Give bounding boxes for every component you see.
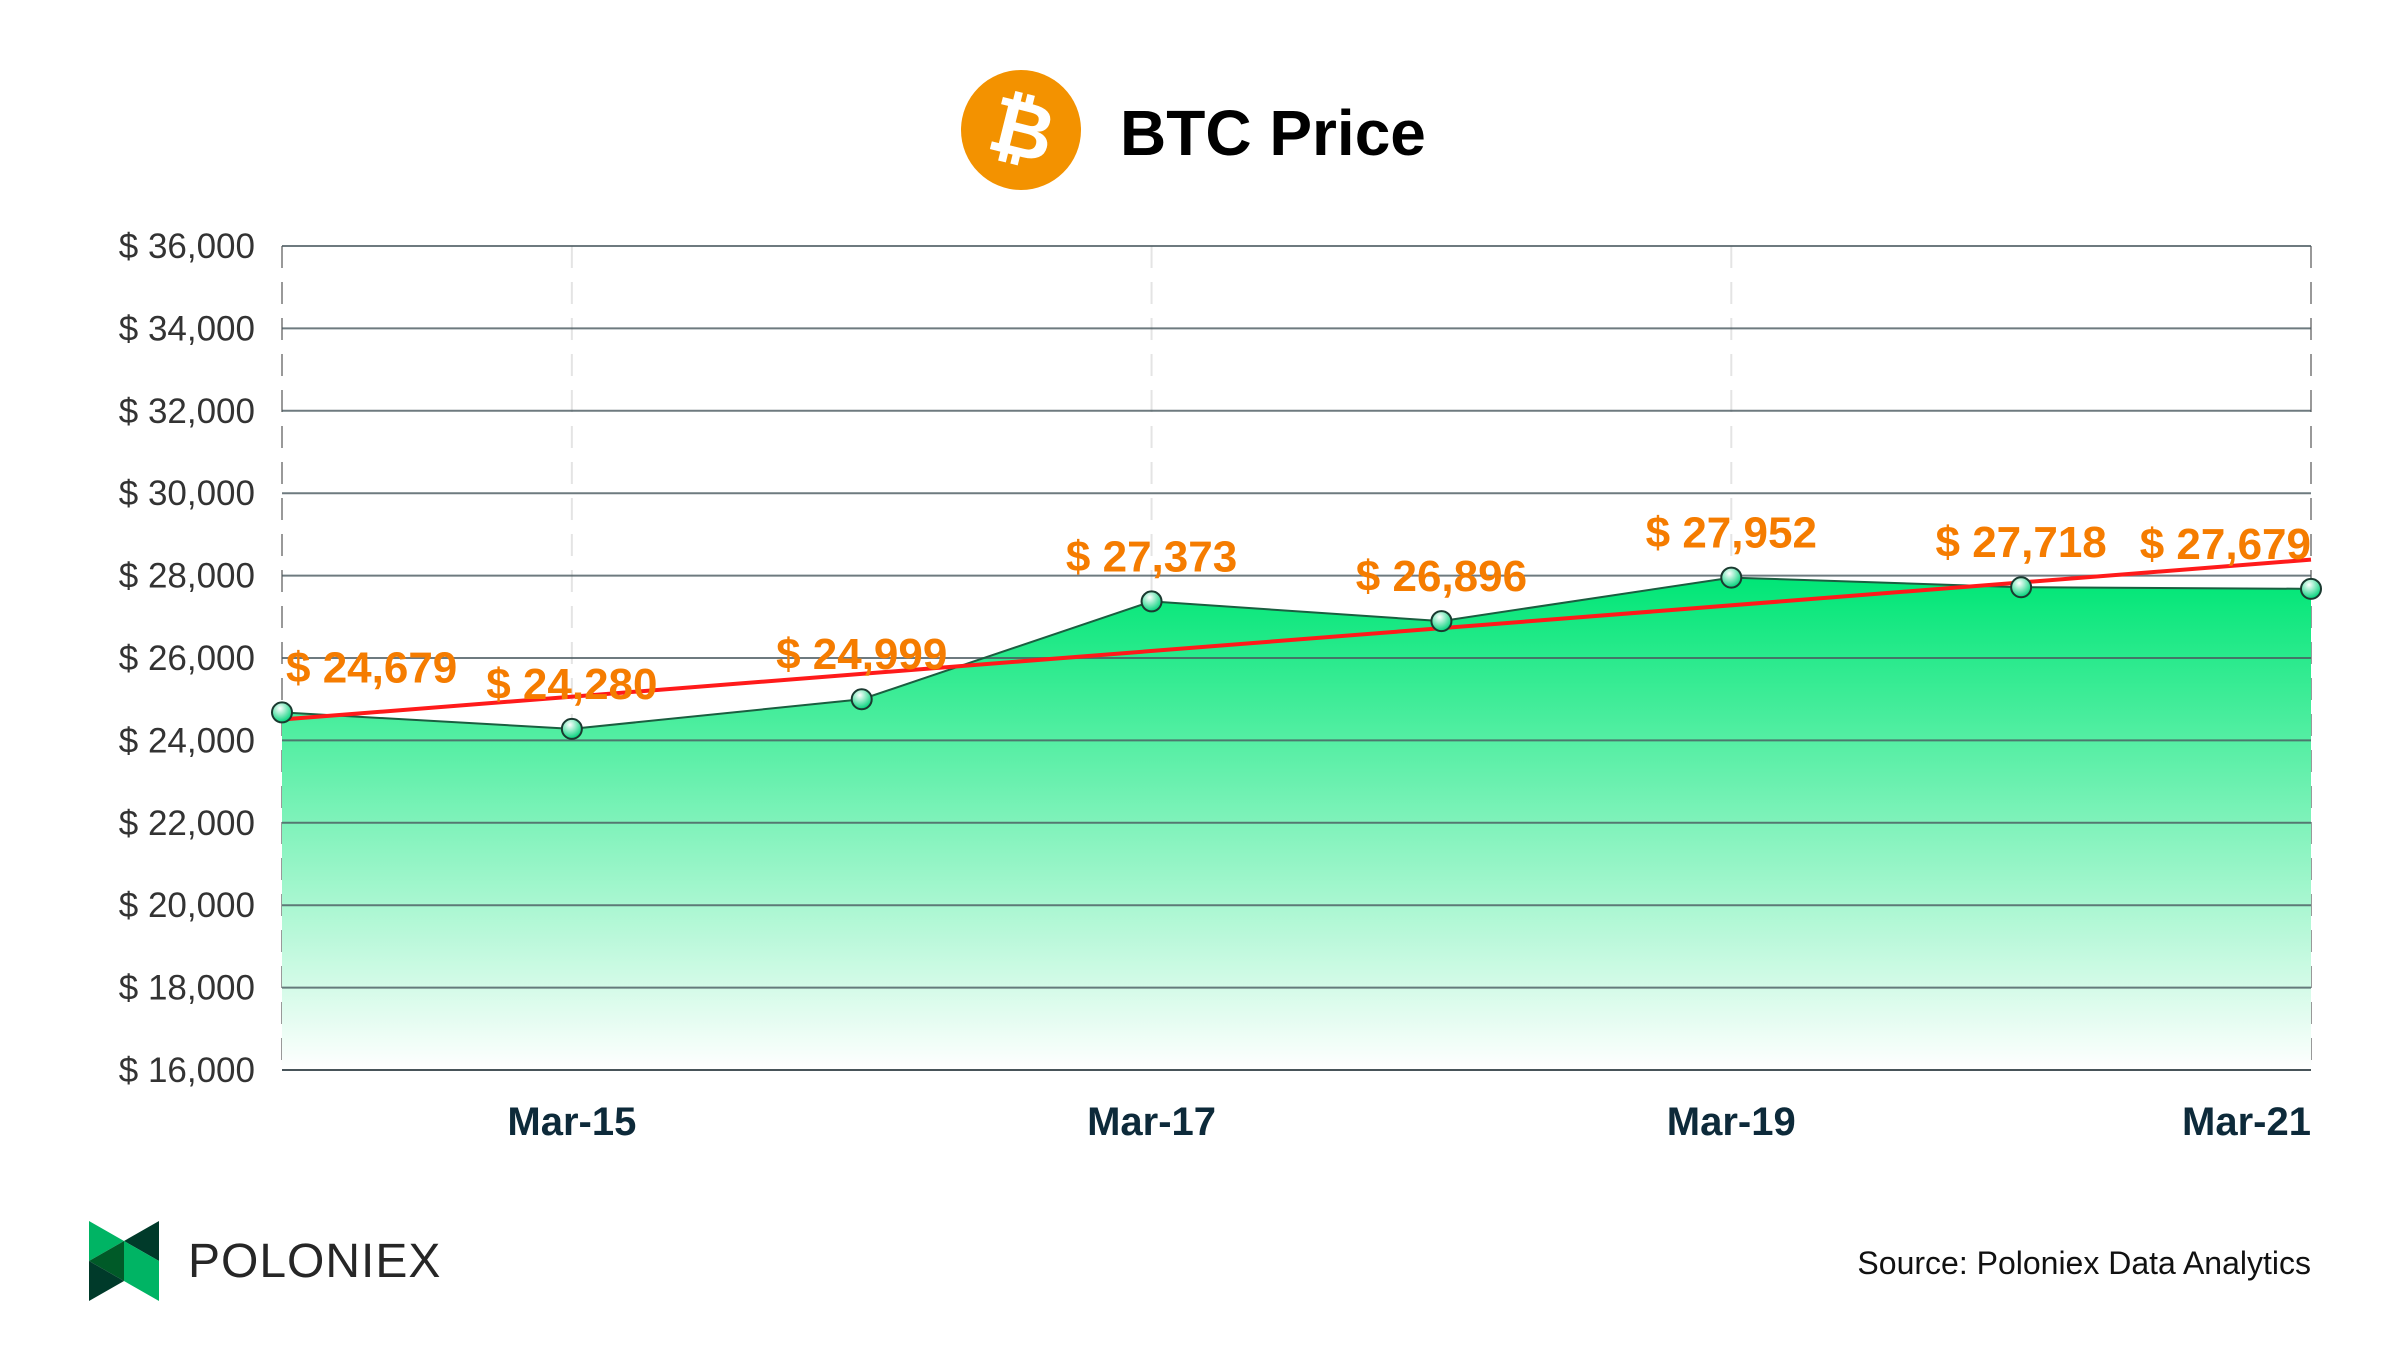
data-label: $ 27,679 — [2140, 520, 2311, 569]
x-tick-label: Mar-17 — [1087, 1100, 1216, 1144]
data-label: $ 24,999 — [776, 630, 947, 679]
x-tick-label: Mar-21 — [2182, 1100, 2311, 1144]
data-point — [560, 717, 583, 740]
x-tick-label: Mar-19 — [1667, 1100, 1796, 1144]
trend-line — [281, 557, 2312, 722]
brand-name: POLONIEX — [188, 1235, 442, 1288]
data-label: $ 27,952 — [1646, 509, 1817, 558]
y-tick-label: $ 32,000 — [119, 392, 255, 431]
poloniex-logo — [89, 1221, 159, 1301]
y-tick-label: $ 20,000 — [119, 886, 255, 925]
y-tick-label: $ 36,000 — [119, 227, 255, 266]
data-label: $ 26,896 — [1356, 552, 1527, 601]
y-tick-label: $ 18,000 — [119, 969, 255, 1008]
y-tick-label: $ 22,000 — [119, 804, 255, 843]
data-label: $ 27,373 — [1066, 532, 1237, 581]
source-note: Source: Poloniex Data Analytics — [1857, 1245, 2311, 1281]
y-tick-label: $ 26,000 — [119, 639, 255, 678]
data-point — [1720, 566, 1743, 589]
data-point — [271, 701, 293, 724]
data-point — [1430, 610, 1453, 633]
data-point — [2010, 576, 2033, 599]
y-tick-label: $ 16,000 — [119, 1051, 255, 1090]
data-point — [1140, 590, 1163, 613]
chart-title: BTC Price — [1120, 97, 1426, 169]
y-tick-label: $ 34,000 — [119, 309, 255, 348]
y-tick-label: $ 30,000 — [119, 474, 255, 513]
data-point — [850, 688, 873, 711]
data-label: $ 24,280 — [486, 660, 657, 709]
x-tick-label: Mar-15 — [507, 1100, 636, 1144]
y-tick-label: $ 24,000 — [119, 721, 255, 760]
data-label: $ 24,679 — [286, 643, 457, 692]
bitcoin-icon: ₿ — [961, 70, 1081, 190]
y-tick-label: $ 28,000 — [119, 557, 255, 596]
data-label: $ 27,718 — [1936, 518, 2107, 567]
data-point — [2300, 577, 2322, 600]
